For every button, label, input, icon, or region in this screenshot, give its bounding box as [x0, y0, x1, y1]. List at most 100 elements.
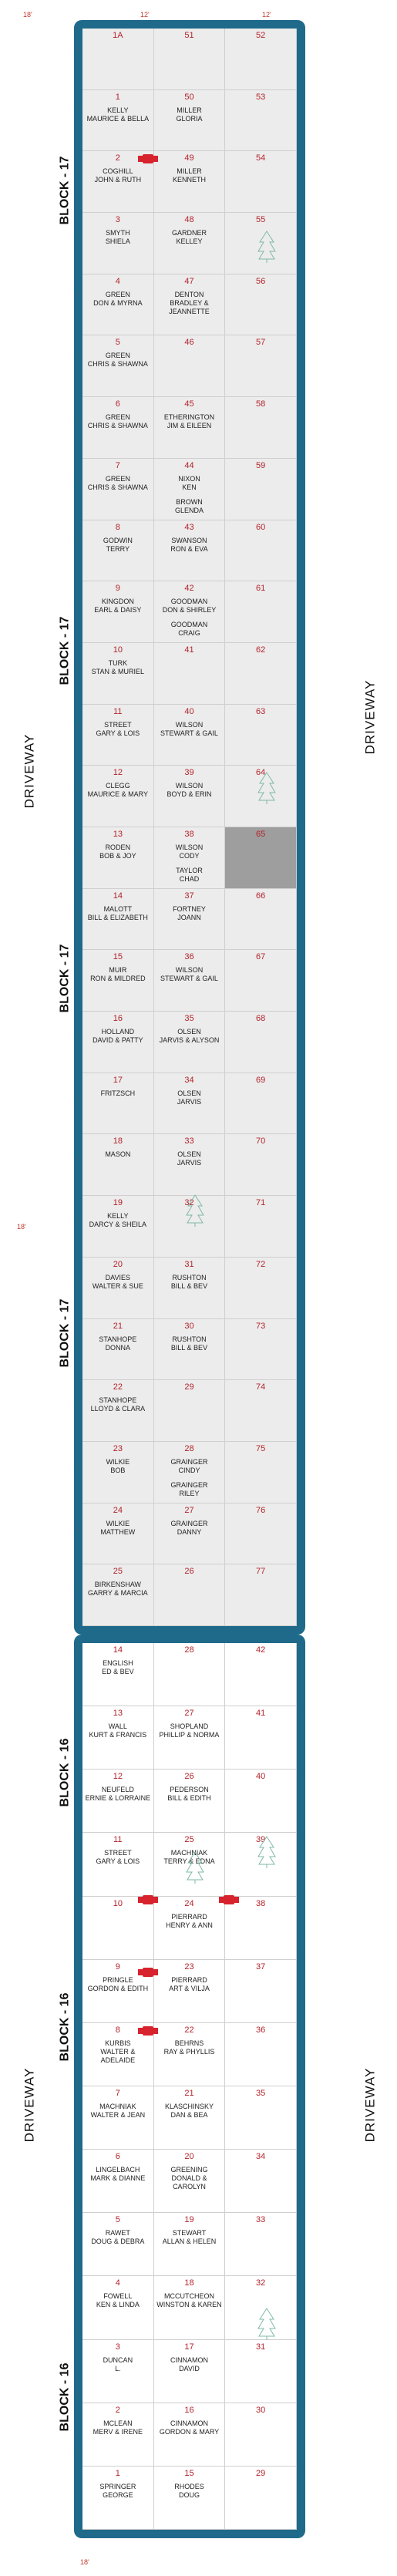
- plot-block17-26[interactable]: 26: [153, 1564, 226, 1626]
- plot-block17-1A[interactable]: 1A: [82, 29, 154, 90]
- plot-block17-75[interactable]: 75: [225, 1441, 297, 1504]
- plot-block17-14[interactable]: 14 MALOTT BILL & ELIZABETH: [82, 888, 154, 951]
- plot-block16-12[interactable]: 12 NEUFELD ERNIE & LORRAINE: [82, 1770, 154, 1834]
- plot-block16-6[interactable]: 6 LINGELBACH MARK & DIANNE: [82, 2150, 154, 2214]
- plot-block16-34[interactable]: 34: [225, 2150, 297, 2214]
- plot-block17-20[interactable]: 20 DAVIES WALTER & SUE: [82, 1257, 154, 1319]
- plot-block16-31[interactable]: 31: [225, 2339, 297, 2403]
- plot-block16-20[interactable]: 20 GREENING DONALD & CAROLYN: [153, 2150, 226, 2214]
- plot-block17-8[interactable]: 8 GODWIN TERRY: [82, 520, 154, 582]
- plot-block17-29[interactable]: 29: [153, 1380, 226, 1442]
- plot-block17-53[interactable]: 53: [225, 89, 297, 152]
- plot-block17-10[interactable]: 10 TURK STAN & MURIEL: [82, 642, 154, 705]
- plot-block16-38[interactable]: 38: [225, 1896, 297, 1960]
- plot-block17-19[interactable]: 19 KELLY DARCY & SHEILA: [82, 1196, 154, 1258]
- plot-block17-3[interactable]: 3 SMYTH SHIELA: [82, 213, 154, 274]
- plot-block16-2[interactable]: 2 McLEAN MERV & IRENE: [82, 2403, 154, 2467]
- plot-block17-38[interactable]: 38 WILSON CODY TAYLOR CHAD: [153, 827, 226, 889]
- plot-block17-46[interactable]: 46: [153, 335, 226, 398]
- plot-block17-2[interactable]: 2 COGHILL JOHN & RUTH: [82, 151, 154, 214]
- plot-block17-31[interactable]: 31 RUSHTON BILL & BEV: [153, 1257, 226, 1319]
- plot-block17-23[interactable]: 23 WILKIE BOB: [82, 1441, 154, 1504]
- plot-block16-28[interactable]: 28: [153, 1643, 226, 1707]
- plot-block16-9[interactable]: 9 PRINGLE GORDON & EDITH: [82, 1959, 154, 2023]
- plot-block16-19[interactable]: 19 STEWART ALLAN & HELEN: [153, 2213, 226, 2277]
- plot-block16-5[interactable]: 5 RAWET DOUG & DEBRA: [82, 2213, 154, 2277]
- plot-block16-32[interactable]: 32: [225, 2276, 297, 2340]
- plot-block16-13[interactable]: 13 WALL KURT & FRANCIS: [82, 1706, 154, 1770]
- plot-block16-17[interactable]: 17 CINNAMON DAVID: [153, 2339, 226, 2403]
- plot-block16-18[interactable]: 18 McCUTCHEON WINSTON & KAREN: [153, 2276, 226, 2340]
- plot-block17-72[interactable]: 72: [225, 1257, 297, 1319]
- plot-block16-37[interactable]: 37: [225, 1959, 297, 2023]
- plot-block17-40[interactable]: 40 WILSON STEWART & GAIL: [153, 704, 226, 766]
- plot-block16-30[interactable]: 30: [225, 2403, 297, 2467]
- plot-block17-12[interactable]: 12 CLEGG MAURICE & MARY: [82, 766, 154, 827]
- plot-block17-16[interactable]: 16 HOLLAND DAVID & PATTY: [82, 1012, 154, 1073]
- plot-block17-15[interactable]: 15 MUIR RON & MILDRED: [82, 950, 154, 1012]
- plot-block16-40[interactable]: 40: [225, 1770, 297, 1834]
- plot-block16-10[interactable]: 10: [82, 1896, 154, 1960]
- plot-block16-35[interactable]: 35: [225, 2086, 297, 2150]
- plot-block16-33[interactable]: 33: [225, 2213, 297, 2277]
- plot-block17-37[interactable]: 37 FORTNEY JOANN: [153, 888, 226, 951]
- plot-block17-68[interactable]: 68: [225, 1012, 297, 1073]
- plot-block16-16[interactable]: 16 CINNAMON GORDON & MARY: [153, 2403, 226, 2467]
- plot-block16-23[interactable]: 23 PIERRARD ART & VILJA: [153, 1959, 226, 2023]
- plot-block17-28[interactable]: 28 GRAINGER CINDY GRAINGER RILEY: [153, 1441, 226, 1504]
- plot-block17-5[interactable]: 5 GREEN CHRIS & SHAWNA: [82, 335, 154, 398]
- plot-block16-24[interactable]: 24 PIERRARD HENRY & ANN: [153, 1896, 226, 1960]
- plot-block16-27[interactable]: 27 Shopland Phillip & Norma: [153, 1706, 226, 1770]
- plot-block16-21[interactable]: 21 KLASCHINSKY DAN & BEA: [153, 2086, 226, 2150]
- plot-block17-11[interactable]: 11 STREET GARY & LOIS: [82, 704, 154, 766]
- plot-block17-55[interactable]: 55: [225, 213, 297, 274]
- plot-block17-59[interactable]: 59: [225, 458, 297, 520]
- plot-block17-24[interactable]: 24 WILKIE MATTHEW: [82, 1503, 154, 1565]
- plot-block17-60[interactable]: 60: [225, 520, 297, 582]
- plot-block17-45[interactable]: 45 ETHERINGTON JIM & EILEEN: [153, 397, 226, 459]
- plot-block17-30[interactable]: 30 RUSHTON BILL & BEV: [153, 1318, 226, 1381]
- plot-block16-4[interactable]: 4 FOWELL KEN & LINDA: [82, 2276, 154, 2340]
- plot-block17-39[interactable]: 39 WILSON BOYD & ERIN: [153, 766, 226, 827]
- plot-block17-70[interactable]: 70: [225, 1134, 297, 1197]
- plot-block17-1[interactable]: 1 KELLY MAURICE & BELLA: [82, 89, 154, 152]
- plot-block17-47[interactable]: 47 DENTON BRADLEY & JEANNETTE: [153, 274, 226, 336]
- plot-block17-62[interactable]: 62: [225, 642, 297, 705]
- plot-block16-29[interactable]: 29: [225, 2466, 297, 2530]
- plot-block17-57[interactable]: 57: [225, 335, 297, 398]
- plot-block17-67[interactable]: 67: [225, 950, 297, 1012]
- plot-block16-41[interactable]: 41: [225, 1706, 297, 1770]
- plot-block17-77[interactable]: 77: [225, 1564, 297, 1626]
- plot-block16-42[interactable]: 42: [225, 1643, 297, 1707]
- plot-block17-7[interactable]: 7 GREEN CHRIS & SHAWNA: [82, 458, 154, 520]
- plot-block17-50[interactable]: 50 MILLER GLORIA: [153, 89, 226, 152]
- plot-block17-13[interactable]: 13 RODEN BOB & JOY: [82, 827, 154, 889]
- plot-block16-22[interactable]: 22 BEHRNS RAY & PHYLLIS: [153, 2022, 226, 2086]
- plot-block17-52[interactable]: 52: [225, 29, 297, 90]
- plot-block17-42[interactable]: 42 GOODMAN DON & SHIRLEY GOODMAN CRAIG: [153, 581, 226, 643]
- plot-block17-48[interactable]: 48 GARDNER KELLEY: [153, 213, 226, 274]
- plot-block17-74[interactable]: 74: [225, 1380, 297, 1442]
- plot-block17-17[interactable]: 17 FRITZSCH: [82, 1072, 154, 1135]
- plot-block17-61[interactable]: 61: [225, 581, 297, 643]
- plot-block16-8[interactable]: 8 KURBIS WALTER & ADELAIDE: [82, 2022, 154, 2086]
- plot-block17-69[interactable]: 69: [225, 1072, 297, 1135]
- plot-block17-22[interactable]: 22 STANHOPE LLOYD & CLARA: [82, 1380, 154, 1442]
- plot-block17-6[interactable]: 6 GREEN CHRIS & SHAWNA: [82, 397, 154, 459]
- plot-block17-56[interactable]: 56: [225, 274, 297, 336]
- plot-block17-63[interactable]: 63: [225, 704, 297, 766]
- plot-block17-44[interactable]: 44 NIXON KEN BROWN GLENDA: [153, 458, 226, 520]
- plot-block17-76[interactable]: 76: [225, 1503, 297, 1565]
- plot-block16-15[interactable]: 15 RHODES DOUG: [153, 2466, 226, 2530]
- plot-block17-25[interactable]: 25 BIRKENSHAW GARRY & MARCIA: [82, 1564, 154, 1626]
- plot-block17-41[interactable]: 41: [153, 642, 226, 705]
- plot-block17-33[interactable]: 33 OLSEN JARVIS: [153, 1134, 226, 1197]
- plot-block16-1[interactable]: 1 SPRINGER GEORGE: [82, 2466, 154, 2530]
- plot-block17-27[interactable]: 27 GRAINGER DANNY: [153, 1503, 226, 1565]
- plot-block17-66[interactable]: 66: [225, 888, 297, 951]
- plot-block17-71[interactable]: 71: [225, 1196, 297, 1258]
- plot-block16-3[interactable]: 3 DUNCAN L.: [82, 2339, 154, 2403]
- plot-block17-51[interactable]: 51: [153, 29, 226, 90]
- plot-block16-26[interactable]: 26 PEDERSON BILL & EDITH: [153, 1770, 226, 1834]
- plot-block17-73[interactable]: 73: [225, 1318, 297, 1381]
